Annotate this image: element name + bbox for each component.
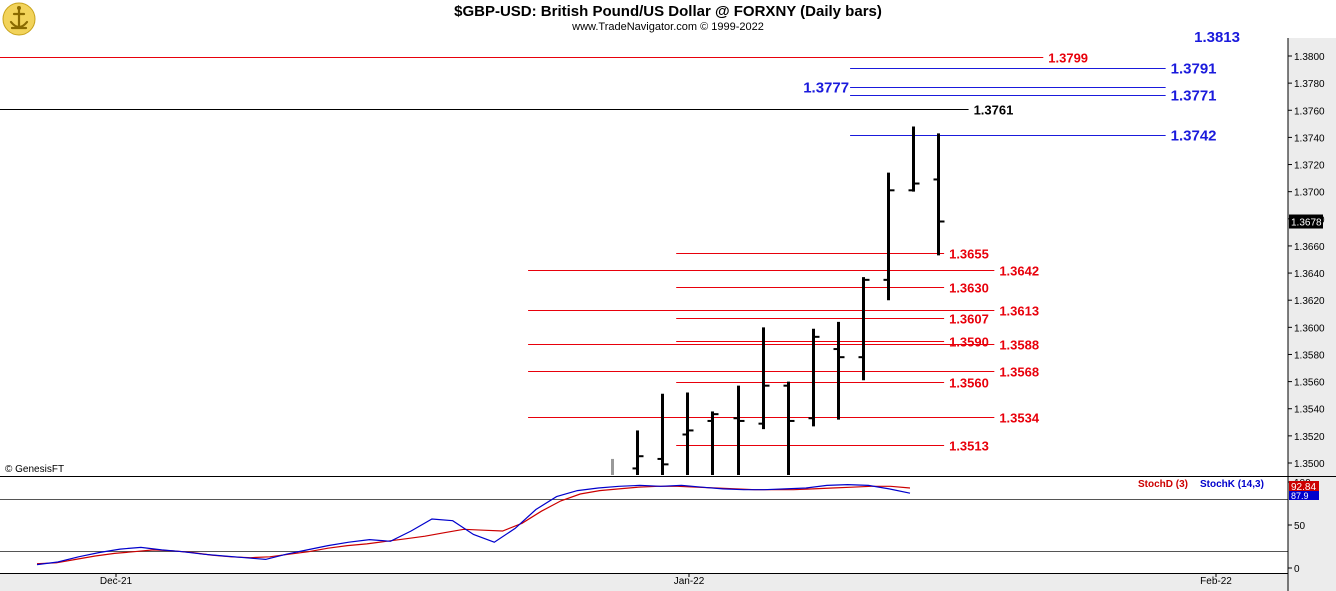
y-tick-label: 1.3780 <box>1294 79 1325 90</box>
level-label: 1.3607 <box>949 312 989 327</box>
stoch-y-tick-label: 50 <box>1294 521 1306 532</box>
y-tick-label: 1.3800 <box>1294 52 1325 63</box>
price-panel: 1.3799 1.3791 1.3777 1.3771 1.3761 1.3742 1.36… <box>0 29 1240 475</box>
level-label-partial: 1.3813 <box>1194 29 1240 46</box>
stochk-value-tag <box>1289 491 1319 500</box>
ohlc-bar <box>933 133 945 256</box>
chart-subtitle: www.TradeNavigator.com © 1999-2022 <box>572 21 764 33</box>
tradenavigator-logo-icon <box>2 2 36 36</box>
last-price-tag <box>1289 214 1323 229</box>
stochastic-panel: StochD (3) StochK (14,3) <box>0 479 1288 566</box>
y-tick-label: 1.3600 <box>1294 323 1325 334</box>
level-label: 1.3568 <box>999 365 1039 380</box>
y-tick-label: 1.3500 <box>1294 459 1325 470</box>
ohlc-bar <box>858 277 870 381</box>
level-label: 1.3777 <box>803 80 849 97</box>
y-tick-label: 1.3520 <box>1294 432 1325 443</box>
y-tick-label: 1.3640 <box>1294 269 1325 280</box>
y-tick-label: 1.3760 <box>1294 106 1325 117</box>
y-tick-label: 1.3740 <box>1294 133 1325 144</box>
level-label: 1.3630 <box>949 281 989 296</box>
level-label: 1.3534 <box>999 411 1040 426</box>
last-price-label: 1.3678 <box>1291 218 1322 229</box>
level-label: 1.3588 <box>999 338 1039 353</box>
ohlc-bar <box>657 393 669 475</box>
level-label: 1.3761 <box>974 103 1014 118</box>
ohlc-bar <box>783 381 795 475</box>
y-tick-label: 1.3620 <box>1294 296 1325 307</box>
y-tick-label: 1.3540 <box>1294 405 1325 416</box>
x-tick-label: Feb-22 <box>1200 576 1232 587</box>
level-label: 1.3771 <box>1171 88 1217 105</box>
stochk-legend: StochK (14,3) <box>1200 479 1264 490</box>
level-label: 1.3613 <box>999 304 1039 319</box>
chart-title: $GBP-USD: British Pound/US Dollar @ FORX… <box>454 3 882 20</box>
y-tick-label: 1.3720 <box>1294 161 1325 172</box>
ohlc-bar <box>833 321 845 420</box>
x-tick-label: Jan-22 <box>674 576 705 587</box>
chart-header: $GBP-USD: British Pound/US Dollar @ FORX… <box>0 0 1336 38</box>
y-tick-label: 1.3700 <box>1294 188 1325 199</box>
y-tick-label: 1.3580 <box>1294 350 1325 361</box>
ohlc-bar <box>883 172 895 301</box>
stoch-y-tick-label: 0 <box>1294 564 1300 575</box>
ohlc-bar <box>682 392 694 475</box>
stochk-line <box>36 483 911 566</box>
y-tick-label: 1.3660 <box>1294 242 1325 253</box>
stochd-legend: StochD (3) <box>1138 479 1188 490</box>
x-axis-background <box>0 573 1288 591</box>
level-label: 1.3642 <box>999 264 1039 279</box>
ohlc-bar <box>758 327 770 430</box>
y-axis-background <box>1288 38 1336 591</box>
stochd-value-tag <box>1289 481 1319 491</box>
stochd-value: 92.84 <box>1291 482 1316 493</box>
ohlc-bar <box>733 385 745 475</box>
level-label: 1.3655 <box>949 247 989 262</box>
stochk-value: 87.9 <box>1291 491 1309 501</box>
level-label: 1.3513 <box>949 439 989 454</box>
ohlc-bar <box>808 328 820 427</box>
axes: 1.3500 1.3520 1.3540 1.3560 1.3580 1.3600 1.36… <box>0 38 1336 591</box>
level-label: 1.3742 <box>1171 128 1217 145</box>
stochd-line <box>36 485 911 565</box>
ohlc-bar <box>908 126 920 192</box>
level-label: 1.3791 <box>1171 61 1217 78</box>
ohlc-bar <box>707 411 719 475</box>
ohlc-bar <box>632 430 644 475</box>
level-label: 1.3560 <box>949 376 989 391</box>
level-label: 1.3590 <box>949 335 989 350</box>
level-label: 1.3799 <box>1048 51 1088 66</box>
copyright-text: © GenesisFT <box>5 464 64 475</box>
y-tick-label: 1.3560 <box>1294 378 1325 389</box>
x-tick-label: Dec-21 <box>100 576 133 587</box>
